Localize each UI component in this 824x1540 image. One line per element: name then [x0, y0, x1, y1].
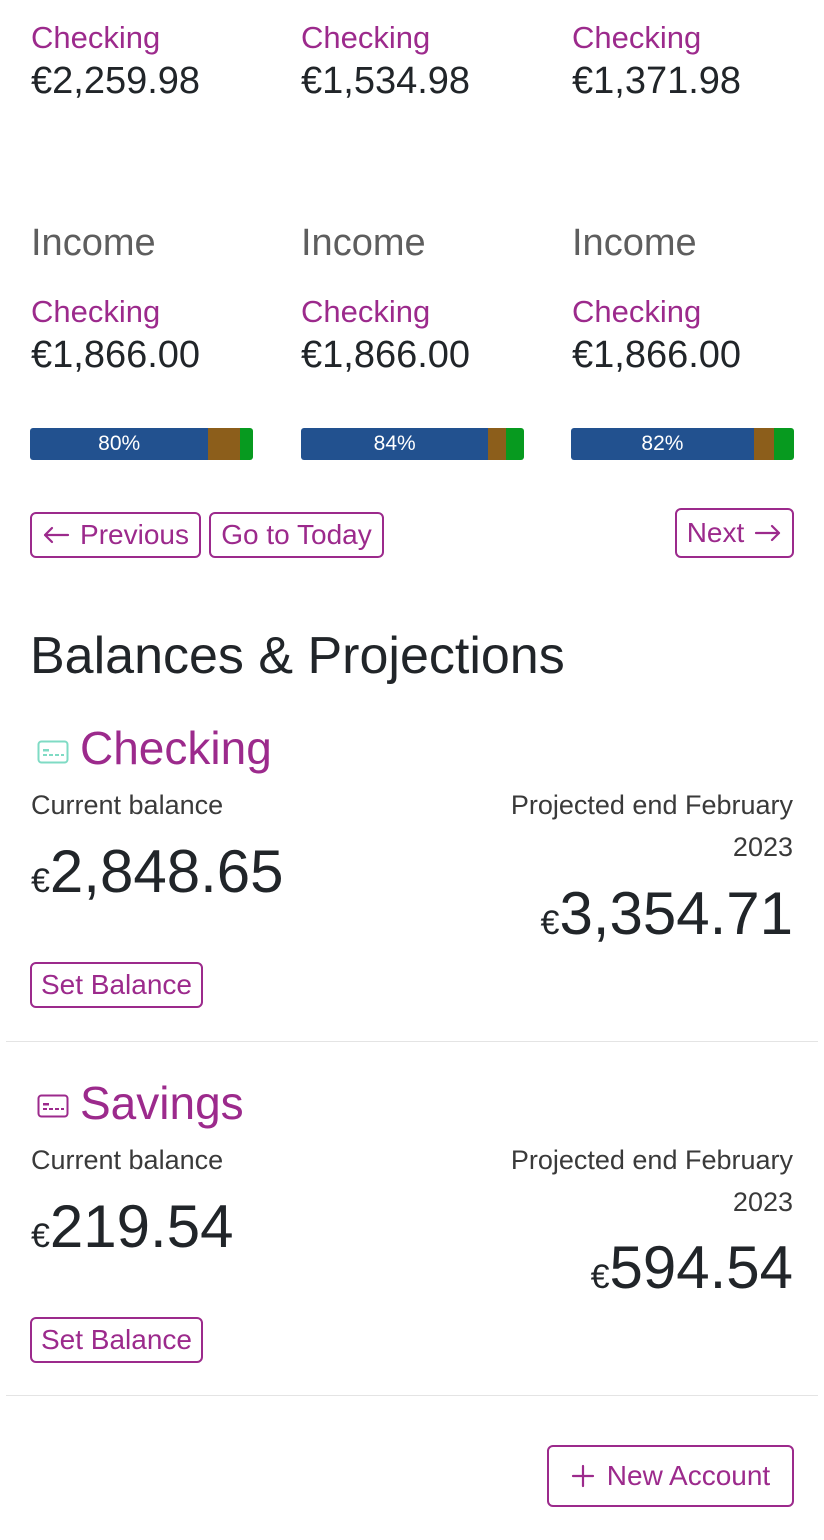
income-progress-bar: 80% — [30, 428, 253, 460]
currency-symbol: € — [540, 904, 560, 942]
currency-symbol: € — [590, 1258, 610, 1296]
go-to-today-button[interactable]: Go to Today — [209, 512, 384, 558]
income-progress-bar: 82% — [571, 428, 794, 460]
current-balance-amount: €2,848.65 — [31, 842, 283, 902]
income-amount: €1,866.00 — [31, 334, 201, 376]
projected-balance-amount: €3,354.71 — [541, 884, 793, 944]
progress-segment-remaining — [239, 428, 253, 460]
income-title: Income — [301, 222, 426, 264]
income-account-label: Checking — [31, 294, 161, 329]
section-title-balances: Balances & Projections — [30, 627, 565, 685]
set-balance-button[interactable]: Set Balance — [30, 962, 203, 1008]
previous-button[interactable]: Previous — [30, 512, 201, 558]
projected-balance-value: 594.54 — [609, 1234, 793, 1301]
projected-balance-amount: €594.54 — [591, 1238, 793, 1298]
progress-segment-pending — [488, 428, 507, 460]
progress-segment-remaining — [506, 428, 524, 460]
current-balance-value: 2,848.65 — [49, 838, 284, 905]
set-balance-button[interactable]: Set Balance — [30, 1317, 203, 1363]
new-account-label: New Account — [606, 1460, 771, 1491]
top-account-label: Checking — [572, 20, 702, 55]
current-balance-label: Current balance — [31, 790, 224, 820]
current-balance-value: 219.54 — [49, 1193, 234, 1260]
previous-label: Previous — [80, 519, 189, 550]
top-amount: €1,371.98 — [572, 60, 742, 102]
account-name[interactable]: Checking — [80, 722, 272, 774]
current-balance-label: Current balance — [31, 1145, 224, 1175]
progress-segment-spent: 82% — [571, 428, 754, 460]
top-account-label: Checking — [31, 20, 161, 55]
credit-card-icon — [37, 740, 69, 764]
income-title: Income — [572, 222, 697, 264]
top-account-label: Checking — [301, 20, 431, 55]
progress-segment-spent: 80% — [30, 428, 209, 460]
projected-label: Projected end February 2023 — [510, 790, 793, 862]
plus-icon — [571, 1464, 595, 1488]
progress-segment-pending — [208, 428, 240, 460]
next-label: Next — [686, 517, 745, 548]
progress-segment-pending — [753, 428, 774, 460]
credit-card-icon — [37, 1094, 69, 1118]
current-balance-amount: €219.54 — [31, 1197, 233, 1257]
income-title: Income — [31, 222, 156, 264]
currency-symbol: € — [31, 862, 50, 900]
next-button[interactable]: Next — [675, 508, 794, 558]
divider — [6, 1395, 818, 1396]
arrow-right-icon — [754, 524, 782, 542]
income-account-label: Checking — [572, 294, 702, 329]
income-amount: €1,866.00 — [301, 334, 471, 376]
top-amount: €1,534.98 — [301, 60, 471, 102]
income-progress-bar: 84% — [301, 428, 524, 460]
income-account-label: Checking — [301, 294, 431, 329]
currency-symbol: € — [31, 1217, 50, 1255]
projected-balance-value: 3,354.71 — [559, 880, 793, 947]
income-amount: €1,866.00 — [572, 334, 742, 376]
progress-segment-remaining — [773, 428, 794, 460]
account-name[interactable]: Savings — [80, 1077, 244, 1129]
top-amount: €2,259.98 — [31, 60, 201, 102]
new-account-button[interactable]: New Account — [547, 1445, 794, 1507]
arrow-left-icon — [42, 526, 70, 544]
progress-segment-spent: 84% — [301, 428, 489, 460]
divider — [6, 1041, 818, 1042]
projected-label: Projected end February 2023 — [510, 1145, 793, 1217]
